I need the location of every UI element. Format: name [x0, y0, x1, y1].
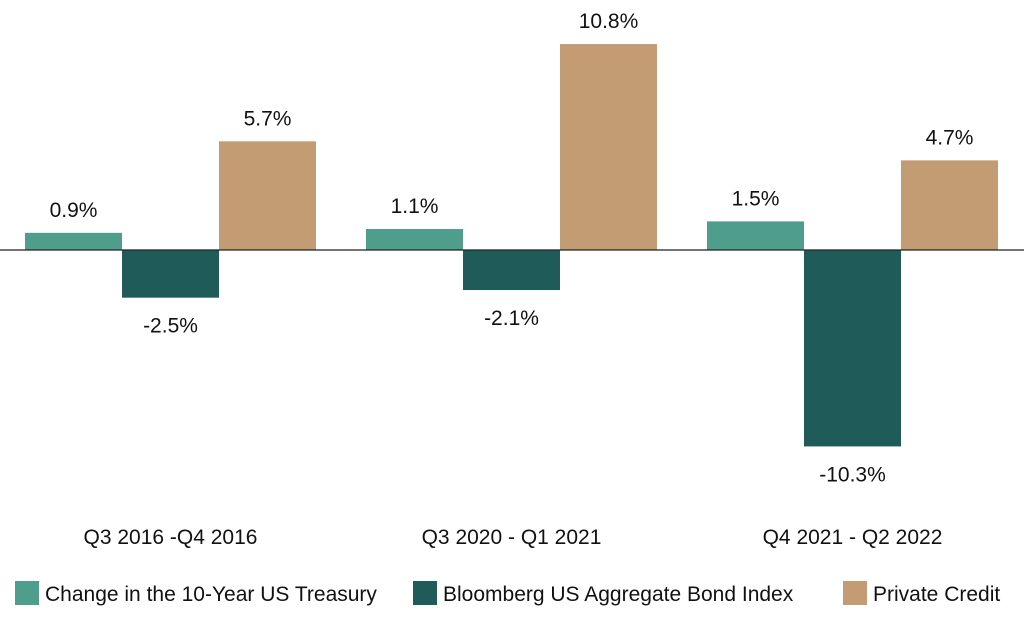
value-label-3-series-3: 4.7%: [926, 126, 974, 149]
value-label-2-series-2: -2.1%: [484, 307, 539, 330]
value-label-1-series-3: 5.7%: [244, 107, 292, 130]
category-labels-layer: Q3 2016 -Q4 2016 Q3 2020 - Q1 2021 Q4 2021…: [84, 526, 943, 549]
legend-label-3: Private Credit: [873, 583, 1000, 606]
legend: Change in the 10-Year US Treasury Bloombe…: [15, 581, 1000, 606]
category-label-1: Q3 2016 -Q4 2016: [84, 526, 258, 549]
bar-3-series-3: [901, 160, 998, 250]
value-label-3-series-2: -10.3%: [819, 463, 886, 486]
legend-label-1: Change in the 10-Year US Treasury: [45, 583, 377, 606]
legend-swatch-2: [413, 581, 437, 605]
bar-3-series-2: [804, 250, 901, 447]
value-label-1-series-1: 0.9%: [50, 199, 98, 222]
bar-3-series-1: [707, 221, 804, 250]
legend-swatch-3: [843, 581, 867, 605]
bars-layer: [25, 44, 998, 447]
category-label-2: Q3 2020 - Q1 2021: [422, 526, 602, 549]
bar-2-series-1: [366, 229, 463, 250]
legend-swatch-1: [15, 581, 39, 605]
legend-label-2: Bloomberg US Aggregate Bond Index: [443, 583, 794, 606]
bar-2-series-2: [463, 250, 560, 291]
value-label-3-series-1: 1.5%: [732, 187, 780, 210]
bar-2-series-3: [560, 44, 657, 250]
value-label-2-series-3: 10.8%: [579, 10, 639, 33]
bar-1-series-2: [122, 250, 219, 298]
value-label-2-series-1: 1.1%: [391, 195, 439, 218]
bar-1-series-1: [25, 232, 122, 250]
category-label-3: Q4 2021 - Q2 2022: [763, 526, 943, 549]
value-label-1-series-2: -2.5%: [143, 315, 198, 338]
bar-1-series-3: [219, 141, 316, 250]
value-labels-layer: 0.9% -2.5% 5.7% 1.1% -2.1% 10.8% 1.5% -10.3% 4.7…: [50, 10, 974, 486]
